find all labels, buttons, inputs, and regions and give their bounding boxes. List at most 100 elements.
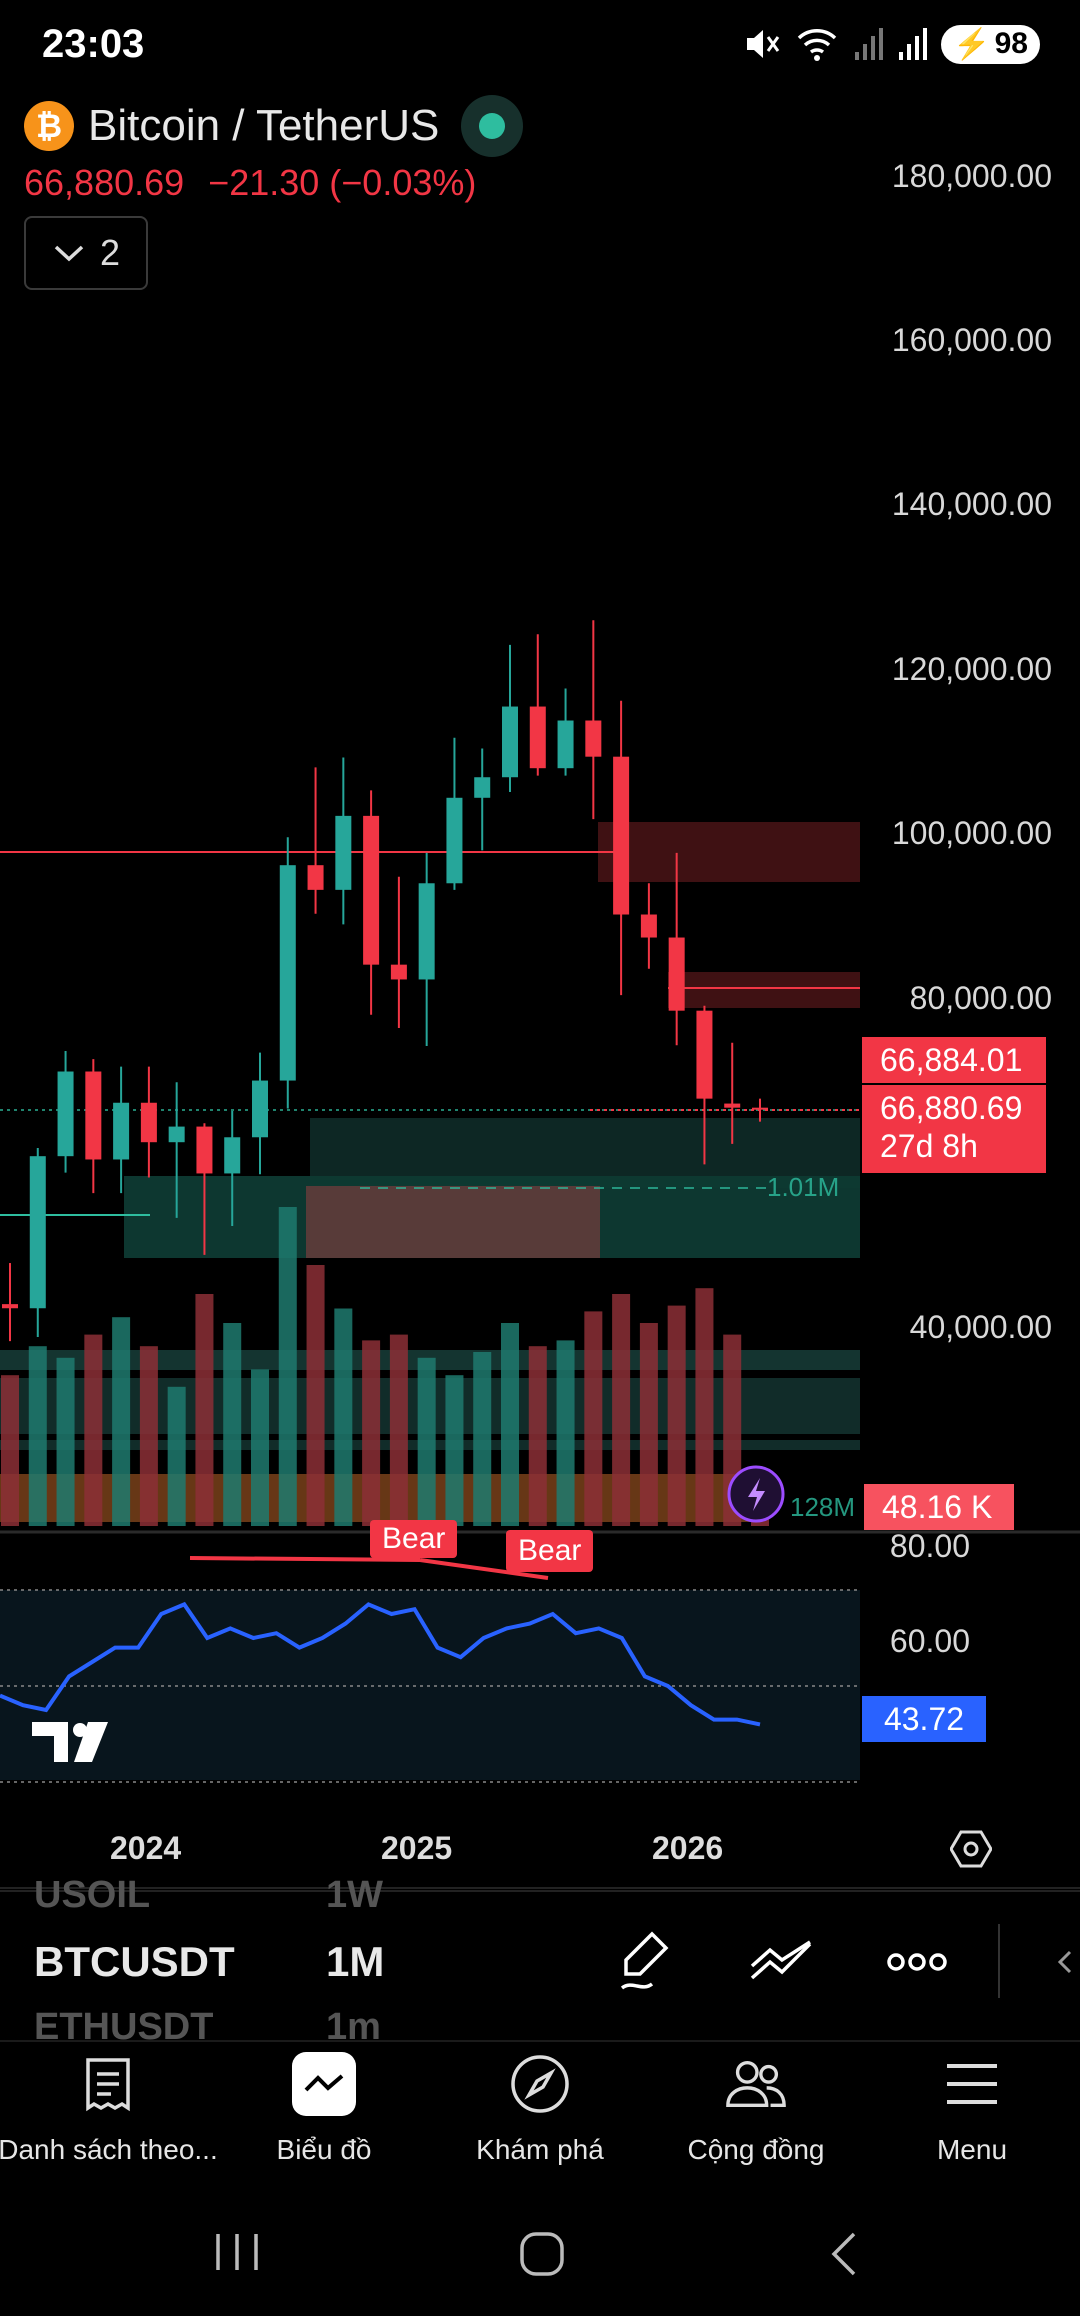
candle-body xyxy=(307,865,324,890)
toolbar-interval[interactable]: 1M xyxy=(326,1938,385,1985)
flash-button[interactable] xyxy=(727,1465,785,1523)
tradingview-logo-icon xyxy=(32,1722,108,1762)
pencil-draw-icon[interactable] xyxy=(618,1930,674,1994)
nav-community[interactable]: Cộng đồng xyxy=(648,2052,864,2166)
candle-body xyxy=(363,815,380,965)
last-price-tag-value: 66,880.69 xyxy=(880,1090,1023,1126)
nav-explore[interactable]: Khám phá xyxy=(432,2052,648,2166)
toolbar-symbol[interactable]: BTCUSDT xyxy=(34,1938,235,1985)
time-axis-label: 2024 xyxy=(110,1830,182,1866)
symbol-toolbar xyxy=(0,1890,1080,2042)
volume-bar xyxy=(112,1317,131,1526)
candle-body xyxy=(252,1080,268,1138)
price-axis-label: 40,000.00 xyxy=(909,1309,1052,1345)
candle-body xyxy=(57,1071,74,1157)
volume-bar xyxy=(278,1207,297,1526)
market-open-icon[interactable] xyxy=(461,95,524,157)
trendline-tool-icon[interactable] xyxy=(748,1938,816,1988)
nav-menu[interactable]: Menu xyxy=(864,2052,1080,2166)
divergence-line-2 xyxy=(419,1558,549,1580)
high-price-tag: 66,884.01 xyxy=(862,1037,1046,1083)
compass-icon xyxy=(508,2052,572,2116)
candle-body xyxy=(29,1156,46,1309)
toolbar-next-interval[interactable]: 1m xyxy=(326,2006,381,2040)
bottom-navigation xyxy=(0,2040,1080,2192)
price-chart[interactable] xyxy=(0,0,1080,1900)
candle-body xyxy=(724,1103,741,1108)
toolbar-next-symbol[interactable]: ETHUSDT xyxy=(34,2006,214,2040)
nav-explore-label: Khám phá xyxy=(476,2134,604,2165)
indicator-collapse-button[interactable]: 2 xyxy=(24,216,148,290)
last-price: 66,880.69 xyxy=(24,162,185,203)
price-change: −21.30 (−0.03%) xyxy=(208,162,477,203)
volume-bar xyxy=(445,1375,464,1526)
candle-body xyxy=(418,883,435,980)
chevron-down-icon xyxy=(54,245,84,262)
symbol-header[interactable]: ₿ Bitcoin / TetherUS xyxy=(24,95,524,157)
candle-body xyxy=(529,706,546,769)
chevron-left-icon[interactable] xyxy=(1054,1948,1074,1976)
watchlist-icon xyxy=(76,2052,140,2116)
symbol-title[interactable]: Bitcoin / TetherUS xyxy=(88,101,440,150)
candle-countdown: 27d 8h xyxy=(880,1128,978,1164)
volume-bar xyxy=(667,1305,686,1526)
bitcoin-logo-icon: ₿ xyxy=(24,101,74,151)
back-icon[interactable] xyxy=(828,2230,860,2278)
chart-nav-icon xyxy=(292,2052,356,2116)
volume-bar xyxy=(139,1346,158,1526)
candle-body xyxy=(752,1107,768,1110)
more-options-icon[interactable] xyxy=(886,1950,948,1974)
candle-body xyxy=(279,865,296,1081)
supply-zone-upper xyxy=(598,822,860,882)
price-axis-label: 80,000.00 xyxy=(909,980,1052,1016)
last-price-tag: 66,880.69 27d 8h xyxy=(862,1085,1046,1173)
candle-body xyxy=(613,756,630,915)
price-row: 66,880.69 −21.30 (−0.03%) xyxy=(24,162,476,204)
toolbar-prev-interval[interactable]: 1W xyxy=(326,1874,383,1910)
price-axis-label: 100,000.00 xyxy=(891,815,1052,851)
volume-bar xyxy=(584,1311,603,1526)
candle-body xyxy=(502,706,518,778)
volume-bar xyxy=(56,1357,75,1526)
volume-bar xyxy=(612,1294,631,1526)
time-axis-label: 2025 xyxy=(381,1830,453,1866)
volume-tag: 48.16 K xyxy=(864,1484,1014,1530)
status-icons: ⚡ 98 xyxy=(741,24,1040,64)
volume-bar xyxy=(251,1369,269,1526)
price-axis-label: 180,000.00 xyxy=(891,158,1052,194)
time-axis-label: 2026 xyxy=(652,1830,724,1866)
lightning-icon xyxy=(748,1478,765,1511)
volume-bar xyxy=(417,1357,436,1526)
toolbar-prev-symbol[interactable]: USOIL xyxy=(34,1874,151,1910)
candle-body xyxy=(585,720,602,757)
candles xyxy=(2,620,768,1342)
bear-divergence-badge: Bear xyxy=(506,1530,594,1572)
candle-body xyxy=(196,1126,213,1174)
chart-settings-icon[interactable] xyxy=(950,1828,992,1870)
home-icon[interactable] xyxy=(518,2230,566,2278)
volume-bar xyxy=(167,1386,186,1526)
nav-watchlist[interactable]: Danh sách theo... xyxy=(0,2052,218,2166)
candle-body xyxy=(474,777,491,798)
divergence-line-1 xyxy=(189,1556,421,1562)
charging-icon: ⚡ xyxy=(953,27,991,61)
recent-apps-icon[interactable] xyxy=(214,2232,260,2272)
rsi-value-tag: 43.72 xyxy=(862,1696,986,1742)
hamburger-menu-icon xyxy=(940,2052,1004,2116)
volume-bar xyxy=(473,1352,492,1526)
volume-bar xyxy=(501,1323,519,1526)
candle-body xyxy=(696,1010,713,1099)
nav-community-label: Cộng đồng xyxy=(687,2134,825,2165)
status-time: 23:03 xyxy=(42,22,145,66)
nav-menu-label: Menu xyxy=(936,2134,1008,2165)
candle-body xyxy=(335,815,352,890)
nav-chart-label: Biểu đồ xyxy=(276,2134,372,2165)
mute-icon xyxy=(747,30,780,58)
volume-bar xyxy=(528,1346,547,1526)
price-axis-label: 160,000.00 xyxy=(891,322,1052,358)
status-bar: 23:03 ⚡ 98 xyxy=(0,0,1080,90)
volume-bar xyxy=(639,1323,658,1526)
supply-zone-lower xyxy=(668,972,860,1008)
nav-chart[interactable]: Biểu đồ xyxy=(216,2052,432,2166)
volume-bar xyxy=(362,1340,381,1526)
